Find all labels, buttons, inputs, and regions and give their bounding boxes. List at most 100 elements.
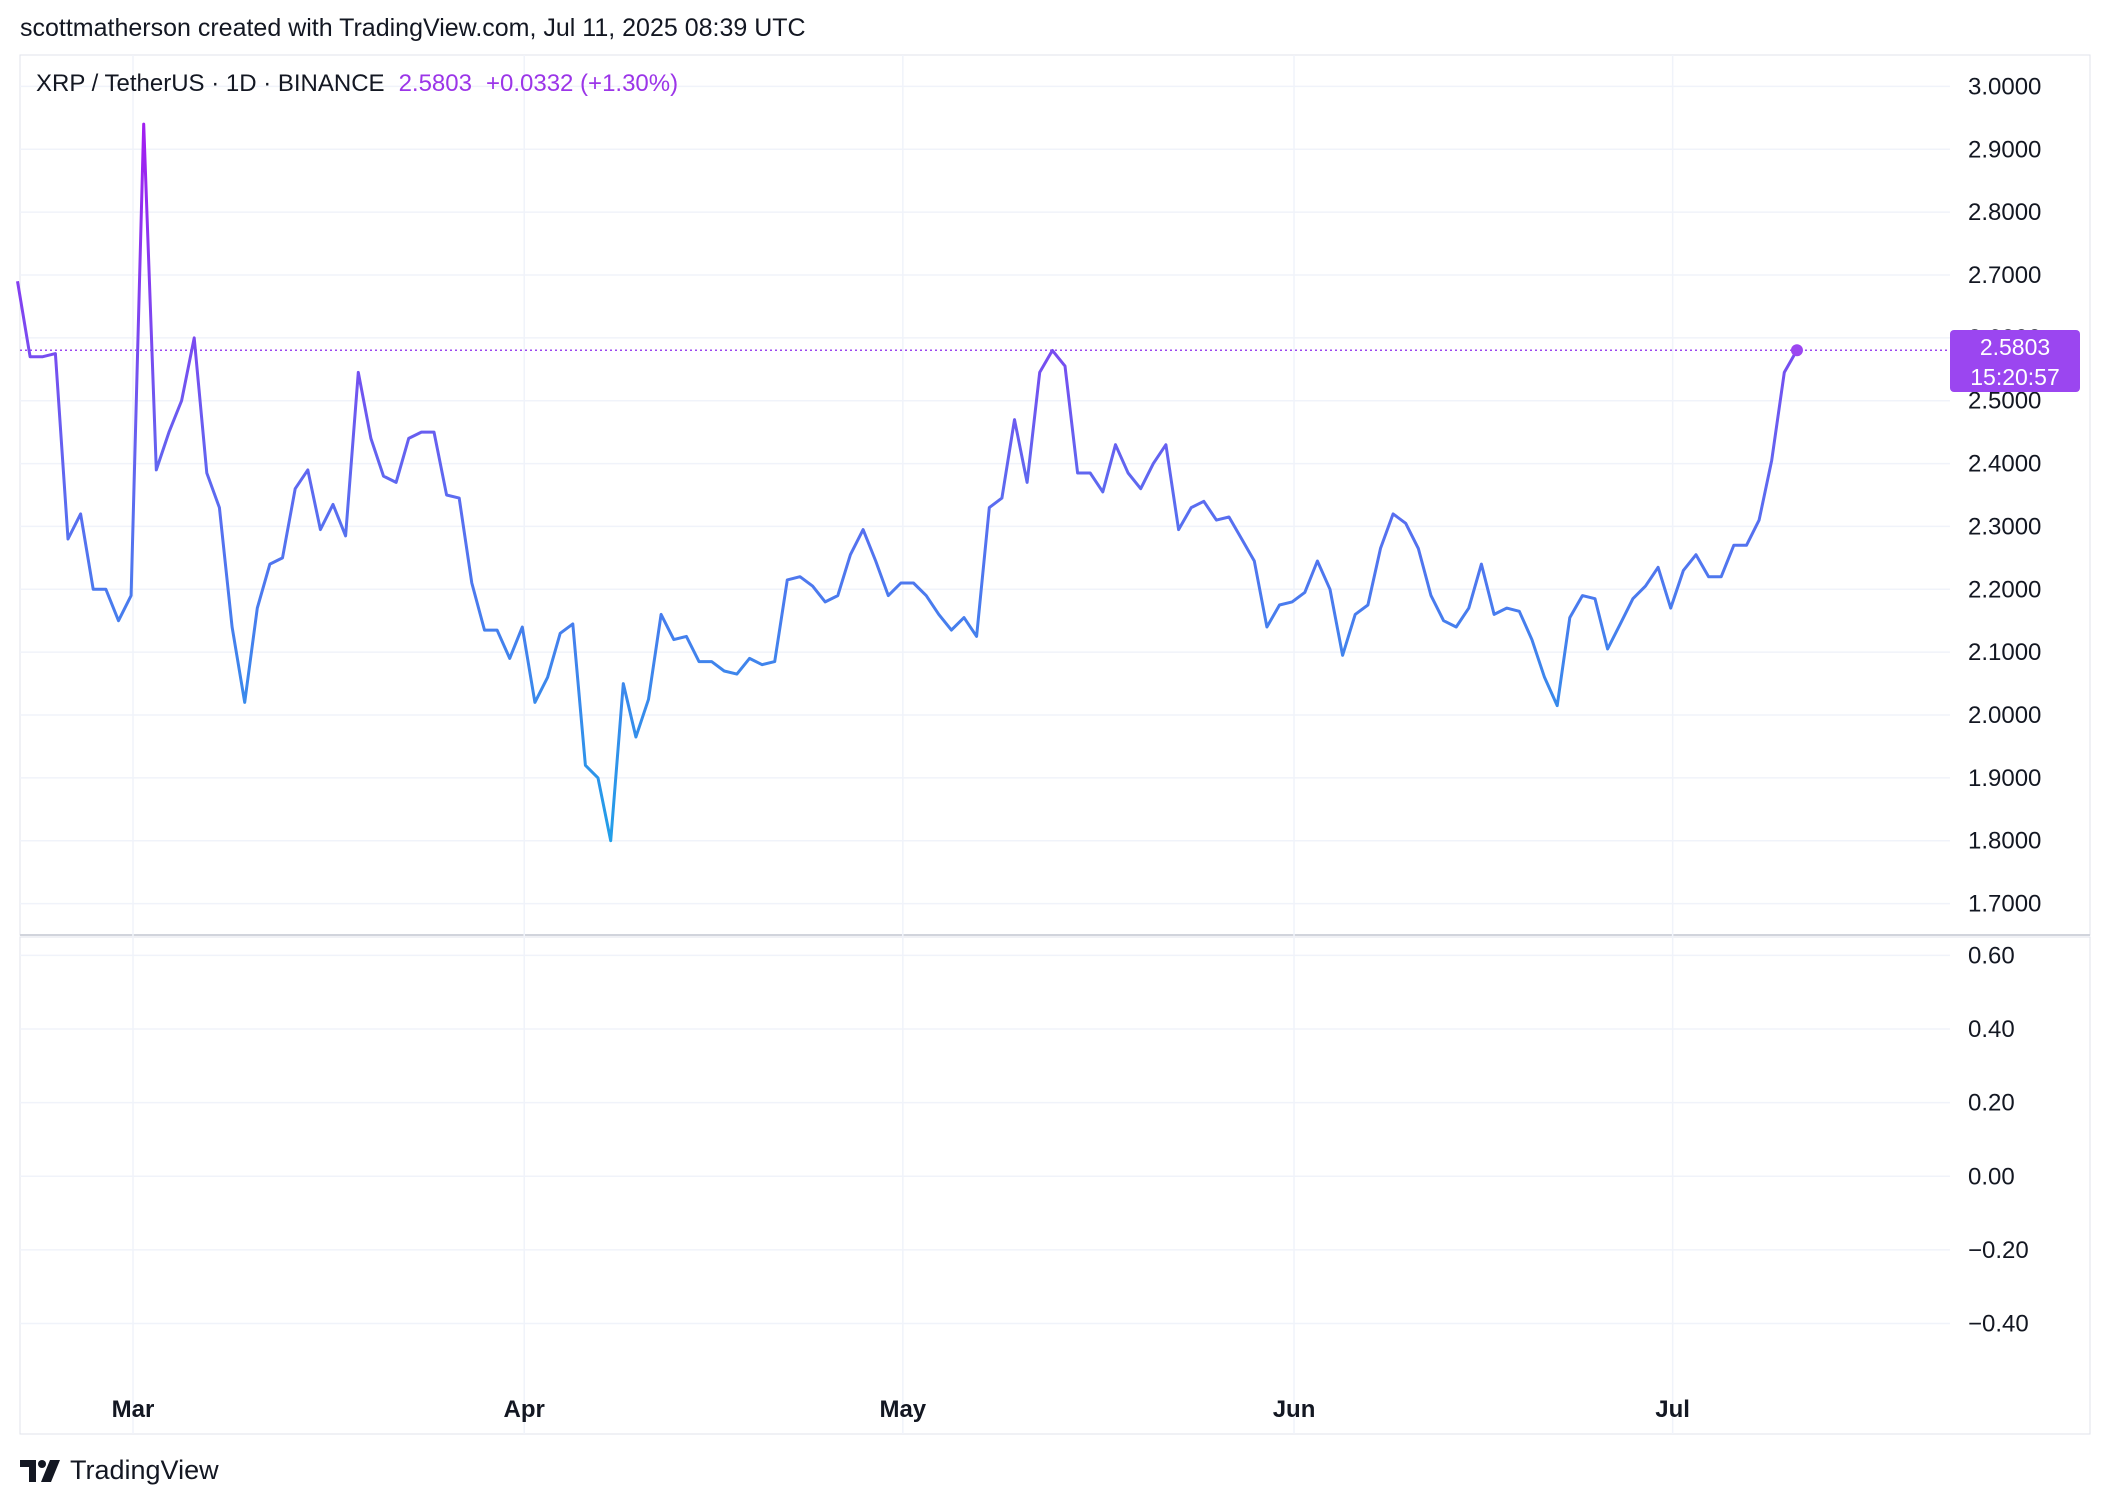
symbol-legend[interactable]: XRP / TetherUS · 1D · BINANCE 2.5803 +0.03… [36,70,678,98]
price-point [471,582,473,584]
price-point [16,280,18,282]
price-point [1531,638,1533,640]
price-point [1367,604,1369,606]
oscillator-axis[interactable]: 0.60 0.40 0.20 0.00 −0.20 −0.40 [1968,942,2029,1337]
price-tick-label: 2.3000 [1968,513,2041,540]
tradingview-logo-text: TradingView [70,1455,219,1485]
price-tick-label: 2.0000 [1968,702,2041,729]
price-point [1480,563,1482,565]
price-point [1013,418,1015,420]
price-point [1215,519,1217,521]
price-tick-label: 2.4000 [1968,451,2041,478]
price-pane[interactable] [19,54,2091,936]
price-point [92,588,94,590]
chart-credit: scottmatherson created with TradingView.… [20,14,806,42]
price-point [395,481,397,483]
price-point [887,594,889,596]
price-point [1039,371,1041,373]
price-point [1114,444,1116,446]
price-point [710,660,712,662]
price-point [912,582,914,584]
price-point [420,431,422,433]
price-point [1707,576,1709,578]
price-point [67,538,69,540]
time-tick-label: Jul [1655,1396,1690,1423]
price-tick-label: 2.2000 [1968,576,2041,603]
price-point [1594,598,1596,600]
price-point [1203,500,1205,502]
price-point [1556,704,1558,706]
price-point [29,356,31,358]
price-point [1064,365,1066,367]
price-point [509,657,511,659]
symbol-title: XRP / TetherUS · 1D · BINANCE [36,70,385,97]
price-point [79,513,81,515]
price-point [1266,626,1268,628]
price-point [988,506,990,508]
price-point [42,356,44,358]
price-point [534,701,536,703]
legend-change: +0.0332 (+1.30%) [485,70,679,97]
price-point [1253,560,1255,562]
oscillator-tick-label: −0.20 [1968,1237,2029,1264]
price-point [357,371,359,373]
bar-countdown: 15:20:57 [1970,364,2060,391]
oscillator-pane[interactable] [19,936,2091,1435]
price-point [408,437,410,439]
price-axis[interactable]: 3.00002.90002.80002.70002.60002.50002.40… [1968,73,2041,917]
price-point [244,701,246,703]
price-point [1316,560,1318,562]
price-tick-label: 2.1000 [1968,639,2041,666]
price-point [1506,607,1508,609]
price-point [875,560,877,562]
time-tick-label: Jun [1273,1396,1316,1423]
price-point [723,670,725,672]
price-point [1543,676,1545,678]
price-point [938,613,940,615]
last-price-value: 2.5803 [1979,334,2051,361]
price-point [1745,544,1747,546]
tradingview-logo-icon [20,1459,60,1482]
price-point [281,557,283,559]
price-point [105,588,107,590]
price-point [849,554,851,556]
price-point [900,582,902,584]
price-point [269,563,271,565]
price-point [218,506,220,508]
price-point [1304,591,1306,593]
price-point [256,607,258,609]
price-point [458,497,460,499]
price-point [231,626,233,628]
price-point [1051,349,1053,351]
oscillator-tick-label: 0.60 [1968,942,2015,969]
price-series-line[interactable] [16,122,1799,843]
price-point [1405,522,1407,524]
price-point [155,469,157,471]
price-point [117,620,119,622]
tradingview-logo[interactable]: TradingView [20,1455,219,1486]
price-point [761,664,763,666]
price-point [647,698,649,700]
time-tick-label: Apr [504,1396,545,1423]
price-point [1455,626,1457,628]
price-point [1670,607,1672,609]
price-point [635,736,637,738]
price-point [206,472,208,474]
price-point [1190,506,1192,508]
price-tick-label: 3.0000 [1968,73,2041,100]
price-point [521,626,523,628]
last-price-tag: 2.5803 15:20:57 [1950,330,2080,393]
price-point [1430,594,1432,596]
price-point [1076,472,1078,474]
price-point [673,638,675,640]
price-point [1518,610,1520,612]
grid-lines [20,55,1950,1434]
price-tick-label: 1.7000 [1968,891,2041,918]
price-point [837,594,839,596]
price-point [483,629,485,631]
price-point [332,503,334,505]
price-point [1468,607,1470,609]
time-axis[interactable]: Mar Apr May Jun Jul [112,1396,1690,1423]
price-point [1089,472,1091,474]
